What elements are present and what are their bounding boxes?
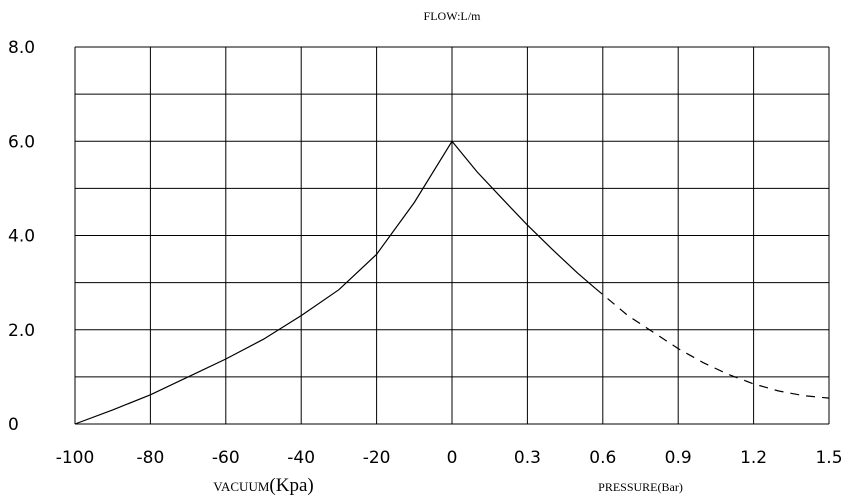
y-tick-label: 2.0 <box>8 321 35 341</box>
x-tick-label: -20 <box>363 448 391 468</box>
x-tick-label: -60 <box>212 448 240 468</box>
x-tick-label: -40 <box>287 448 315 468</box>
x-axis-label-vacuum-prefix: VACUUM <box>213 479 270 494</box>
y-tick-label: 0 <box>8 415 19 435</box>
y-tick-label: 4.0 <box>8 227 35 247</box>
x-tick-label: 0 <box>447 448 458 468</box>
series-line-pressure-solid <box>451 140 596 289</box>
x-tick-label: -100 <box>56 448 95 468</box>
x-tick-label: 0.9 <box>665 448 692 468</box>
x-tick-label: 0.3 <box>514 448 541 468</box>
grid <box>74 46 830 425</box>
series-line-pressure-dashed <box>594 287 830 399</box>
x-tick-label: 1.5 <box>815 448 842 468</box>
x-tick-label: 0.6 <box>589 448 616 468</box>
y-tick-labels: 0 2.0 4.0 6.0 8.0 <box>8 38 35 435</box>
x-axis-label-vacuum: VACUUM(Kpa) <box>213 475 313 496</box>
y-tick-label: 6.0 <box>8 132 35 152</box>
x-tick-label: 1.2 <box>740 448 767 468</box>
series-lines <box>74 140 830 425</box>
series-line-vacuum-solid <box>74 140 453 425</box>
y-tick-label: 8.0 <box>8 38 35 58</box>
x-axis-label-pressure: PRESSURE(Bar) <box>598 480 683 494</box>
x-tick-labels: -100 -80 -60 -40 -20 0 0.3 0.6 0.9 1.2 1.5 <box>56 448 843 468</box>
x-axis-label-vacuum-unit: (Kpa) <box>269 475 313 496</box>
chart-title: FLOW:L/m <box>424 9 482 23</box>
x-tick-label: -80 <box>137 448 165 468</box>
